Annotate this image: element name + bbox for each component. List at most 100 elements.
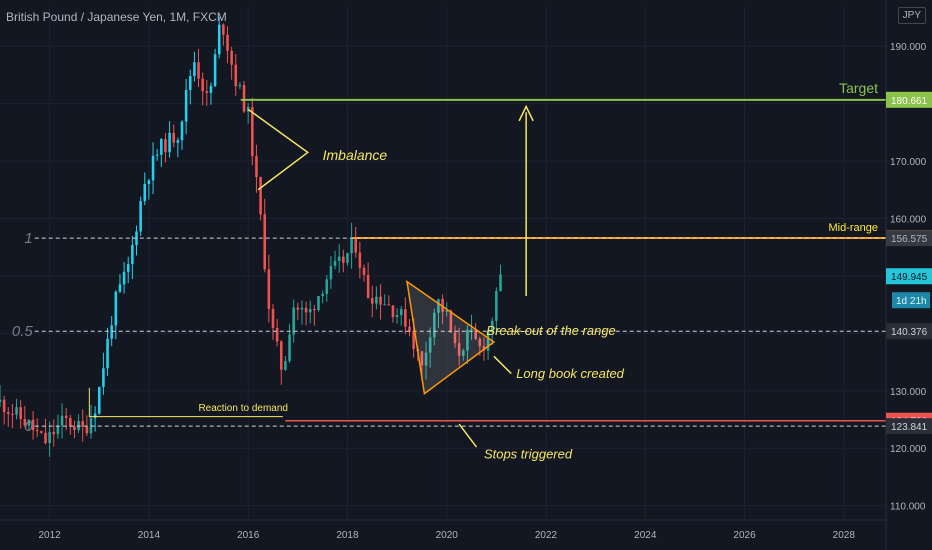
candle-body [313,308,316,311]
triangle-pattern [406,280,496,395]
candle-body [246,107,250,112]
price-tick-label: 120.000 [890,444,927,455]
candle-body [44,432,47,444]
candle-body [19,407,22,420]
candle-body [64,415,68,419]
candle-body [470,329,473,331]
time-tick-label: 2022 [535,530,558,541]
candle-body [2,399,6,413]
candle-body [304,307,308,313]
candle-body [474,329,477,339]
candle-body [234,64,238,87]
candle-body [126,264,130,272]
candle-body [114,291,118,326]
price-tick-label: 190.000 [890,42,927,53]
candle-body [188,76,192,90]
candle-body [180,121,184,141]
price-axis[interactable]: 110.000120.000130.000140.000150.000160.0… [885,0,932,550]
candle-body [6,412,10,414]
candle-body [346,253,349,263]
imbalance-label: Imbalance [323,147,388,163]
candle-body [383,304,386,306]
candle-body [424,352,428,366]
fib-label: 0 [24,418,33,435]
candle-body [31,419,35,431]
time-tick-label: 2014 [138,530,161,541]
candle-body [461,350,465,356]
candle-body [205,91,209,93]
candle-body [337,256,341,261]
candle-body [445,310,449,312]
longbook-label: Long book created [516,366,624,381]
candle-body [164,139,167,153]
candle-body [93,413,97,419]
midrange-label: Mid-range [828,222,878,234]
candle-body [408,326,411,332]
countdown-label: 1d 21h [896,296,927,307]
candle-body [279,341,283,370]
price-tag-label: 180.661 [891,96,928,107]
candle-body [168,132,171,153]
candle-body [238,84,242,87]
target-arrow-head [518,104,534,122]
candle-body [449,310,453,333]
time-tick-label: 2016 [237,530,260,541]
candle-body [370,298,374,304]
price-tick-label: 130.000 [890,387,927,398]
candle-body [284,361,287,370]
currency-button[interactable]: JPY [897,7,926,24]
candle-body [11,413,14,415]
candle-body [354,238,358,253]
demand-line [88,387,283,418]
countdown-tag [892,292,930,309]
fib-label: 0.5 [12,323,34,340]
candle-body [52,431,56,435]
candle-body [342,256,345,263]
candle-body [139,201,142,232]
candle-body [251,107,254,157]
candle-body [160,139,163,155]
price-tag [886,418,932,435]
candle-body [27,419,31,426]
time-tick-label: 2028 [833,530,856,541]
candle-body [97,386,101,414]
price-tick-label: 170.000 [890,157,927,168]
candle-body [379,296,382,305]
candle-body [495,291,498,321]
candle-body [40,431,43,433]
candle-body [147,180,151,184]
chart-title: British Pound / Japanese Yen, 1M, FXCM [6,10,227,24]
candle-body [478,338,482,347]
candle-body [69,418,72,427]
candles [0,16,502,457]
candle-body [420,351,424,366]
breakout-label: Break-out of the range [486,323,615,338]
candle-body [226,34,229,51]
candle-body [387,304,391,306]
candle-body [437,298,440,313]
time-tick-label: 2018 [336,530,359,541]
price-tag-label: 123.841 [891,422,928,433]
candle-body [122,271,126,285]
price-tag-label: 156.575 [891,234,928,245]
target-label: Target [839,80,878,96]
candle-body [201,78,204,92]
candle-body [222,24,225,35]
candle-body [143,183,147,202]
time-axis[interactable]: 2012 2014 2016 2018 2020 2022 2024 2026 2028 [0,519,886,541]
price-tag-label: 149.945 [891,272,928,283]
candle-body [85,426,89,434]
candle-body [399,309,403,316]
candle-body [453,332,457,344]
candle-body [490,320,494,332]
candle-body [197,62,200,79]
candle-body [300,307,304,310]
candle-body [395,315,399,318]
candle-body [275,328,279,342]
candle-body [118,284,122,292]
candle-body [391,305,395,318]
candle-body [23,419,27,426]
candle-body [308,308,312,313]
stops-pointer [458,423,478,448]
